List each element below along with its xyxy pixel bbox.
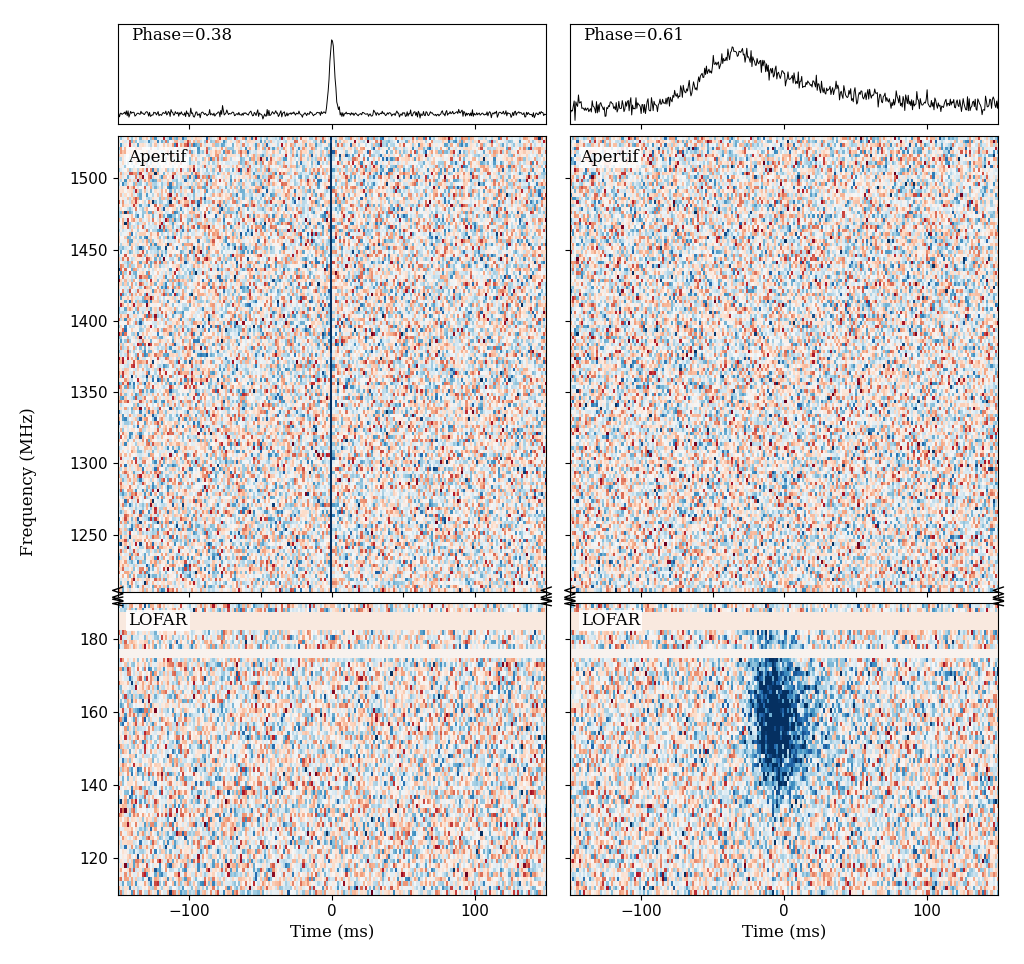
Text: Frequency (MHz): Frequency (MHz) xyxy=(20,408,37,556)
X-axis label: Time (ms): Time (ms) xyxy=(742,924,826,942)
Text: Apertif: Apertif xyxy=(128,149,187,167)
Text: LOFAR: LOFAR xyxy=(128,611,187,629)
Text: Phase=0.38: Phase=0.38 xyxy=(131,27,231,44)
Text: Phase=0.61: Phase=0.61 xyxy=(583,27,684,44)
X-axis label: Time (ms): Time (ms) xyxy=(290,924,374,942)
Text: LOFAR: LOFAR xyxy=(581,611,640,629)
Text: Apertif: Apertif xyxy=(581,149,639,167)
